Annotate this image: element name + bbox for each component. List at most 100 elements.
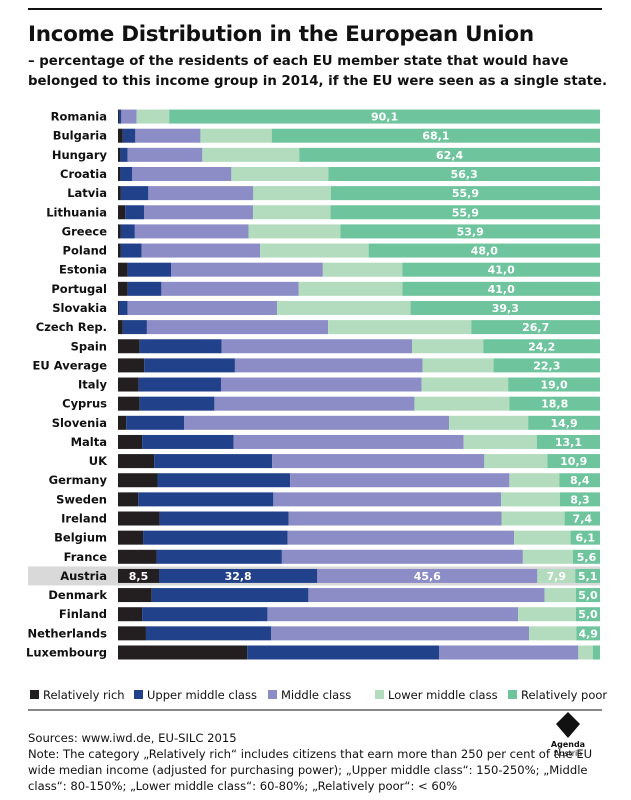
category-label-eu-average: EU Average: [33, 358, 108, 372]
bar-segment-relatively-poor-sweden: [559, 492, 600, 507]
category-label-ireland: Ireland: [61, 512, 107, 526]
bar-segment-relatively-rich-cyprus: [118, 396, 140, 411]
bar-segment-middle-class-spain: [221, 339, 413, 354]
legend-swatch-relatively-poor: [508, 690, 517, 699]
bar-segment-relatively-poor-slovakia: [410, 300, 600, 315]
bar-segment-middle-class-estonia: [171, 262, 323, 277]
bar-segment-middle-class-latvia: [148, 186, 254, 201]
bar-segment-lower-middle-class-greece: [248, 224, 341, 239]
bar-segment-lower-middle-class-poland: [260, 243, 369, 258]
source-notes: Sources: www.iwd.de, EU-SILC 2015 Note: …: [28, 730, 603, 794]
data-label-relatively-poor-slovenia: 14,9: [551, 417, 578, 430]
bar-segment-relatively-poor-estonia: [402, 262, 600, 277]
bar-segment-middle-class-greece: [134, 224, 249, 239]
bar-segment-upper-middle-class-italy: [138, 377, 221, 392]
bar-segment-lower-middle-class-netherlands: [529, 626, 577, 641]
legend-label-upper-middle-class: Upper middle class: [147, 688, 257, 702]
category-label-croatia: Croatia: [60, 167, 107, 181]
bar-segment-upper-middle-class-estonia: [127, 262, 172, 277]
bar-segment-lower-middle-class-hungary: [202, 147, 300, 162]
bar-segment-relatively-rich-croatia: [118, 166, 121, 181]
bar-segment-relatively-poor-eu-average: [493, 358, 600, 373]
data-label-relatively-poor-belgium: 6,1: [576, 532, 596, 545]
bar-segment-lower-middle-class-latvia: [253, 186, 331, 201]
bar-segment-upper-middle-class-croatia: [120, 166, 132, 181]
category-label-italy: Italy: [78, 378, 107, 392]
data-label-relatively-poor-portugal: 41,0: [488, 283, 515, 296]
bar-segment-lower-middle-class-belgium: [514, 530, 571, 545]
bar-segment-lower-middle-class-portugal: [298, 281, 403, 296]
bar-segment-upper-middle-class-netherlands: [145, 626, 272, 641]
bar-segment-relatively-poor-belgium: [570, 530, 600, 545]
bar-segment-relatively-rich-denmark: [118, 588, 152, 603]
bar-segment-relatively-rich-estonia: [118, 262, 128, 277]
stacked-bar-chart: Romania 90,1 Bulgaria 68,1 Hungary 62,4 Croati…: [26, 109, 607, 711]
data-label-relatively-poor-czech-rep: 26,7: [522, 321, 549, 334]
bar-segment-upper-middle-class-greece: [120, 224, 135, 239]
bar-segment-upper-middle-class-poland: [120, 243, 142, 258]
bar-segment-middle-class-czech-rep: [146, 320, 329, 335]
legend-swatch-relatively-rich: [30, 690, 39, 699]
bar-segment-relatively-rich-spain: [118, 339, 140, 354]
bar-segment-lower-middle-class-bulgaria: [200, 128, 272, 143]
category-label-latvia: Latvia: [67, 186, 107, 200]
data-label-relatively-poor-greece: 53,9: [457, 225, 484, 238]
bar-segment-upper-middle-class-luxembourg: [247, 645, 440, 660]
bar-segment-relatively-poor-lithuania: [330, 205, 600, 220]
bar-segment-upper-middle-class-bulgaria: [122, 128, 136, 143]
bar-segment-relatively-rich-romania: [118, 109, 119, 124]
bar-segment-middle-class-romania: [121, 109, 137, 124]
bar-segment-upper-middle-class-slovenia: [126, 415, 185, 430]
category-label-slovenia: Slovenia: [52, 416, 107, 430]
data-label-relatively-poor-poland: 48,0: [471, 245, 498, 258]
bar-segment-relatively-rich-germany: [118, 473, 158, 488]
logo-mark-icon: [556, 712, 580, 738]
bar-segment-relatively-rich-austria: [118, 568, 160, 583]
bar-segment-lower-middle-class-france: [522, 549, 574, 564]
category-label-romania: Romania: [51, 110, 107, 124]
bar-segment-upper-middle-class-denmark: [151, 588, 309, 603]
bar-segment-lower-middle-class-estonia: [322, 262, 403, 277]
data-label-relatively-poor-eu-average: 22,3: [533, 359, 560, 372]
data-label-relatively-poor-italy: 19,0: [541, 379, 568, 392]
bar-segment-relatively-poor-denmark: [575, 588, 600, 603]
data-label-lower-middle-class-austria: 7,9: [547, 570, 567, 583]
bar-segment-lower-middle-class-slovenia: [449, 415, 529, 430]
bar-segment-lower-middle-class-finland: [518, 607, 576, 622]
legend-swatch-middle-class: [268, 690, 277, 699]
data-label-relatively-poor-sweden: 8,3: [570, 493, 590, 506]
data-label-upper-middle-class-austria: 32,8: [225, 570, 252, 583]
bar-segment-middle-class-eu-average: [234, 358, 423, 373]
legend-swatch-lower-middle-class: [375, 690, 384, 699]
category-label-spain: Spain: [71, 339, 107, 353]
bar-segment-upper-middle-class-germany: [157, 473, 291, 488]
category-label-netherlands: Netherlands: [27, 626, 107, 640]
category-label-lithuania: Lithuania: [46, 205, 107, 219]
bar-segment-middle-class-lithuania: [144, 205, 253, 220]
bar-segment-upper-middle-class-cyprus: [139, 396, 215, 411]
data-label-relatively-poor-germany: 8,4: [570, 474, 590, 487]
category-label-france: France: [64, 550, 108, 564]
bar-segment-relatively-rich-bulgaria: [118, 128, 123, 143]
bar-segment-lower-middle-class-cyprus: [414, 396, 510, 411]
legend-swatch-upper-middle-class: [134, 690, 143, 699]
bar-segment-relatively-rich-ireland: [118, 511, 160, 526]
bar-segment-relatively-rich-lithuania: [118, 205, 126, 220]
bar-segment-middle-class-uk: [272, 454, 485, 469]
bar-segment-relatively-rich-malta: [118, 434, 143, 449]
bar-segment-upper-middle-class-austria: [159, 568, 318, 583]
data-label-relatively-poor-france: 5,6: [577, 551, 597, 564]
bar-segment-relatively-poor-ireland: [564, 511, 600, 526]
bar-segment-lower-middle-class-malta: [463, 434, 537, 449]
bar-segment-upper-middle-class-romania: [118, 109, 122, 124]
note-text: Note: The category „Relatively rich“ inc…: [28, 747, 593, 793]
bar-segment-relatively-poor-romania: [169, 109, 601, 124]
bar-segment-middle-class-portugal: [161, 281, 299, 296]
bar-segment-lower-middle-class-spain: [412, 339, 484, 354]
bar-segment-upper-middle-class-sweden: [138, 492, 274, 507]
bar-segment-upper-middle-class-slovakia: [118, 300, 128, 315]
data-label-relatively-poor-estonia: 41,0: [488, 264, 515, 277]
agenda-austria-logo: Agenda Austria: [548, 710, 588, 760]
bar-segment-lower-middle-class-denmark: [544, 588, 576, 603]
data-label-relatively-poor-austria: 5,1: [578, 570, 598, 583]
